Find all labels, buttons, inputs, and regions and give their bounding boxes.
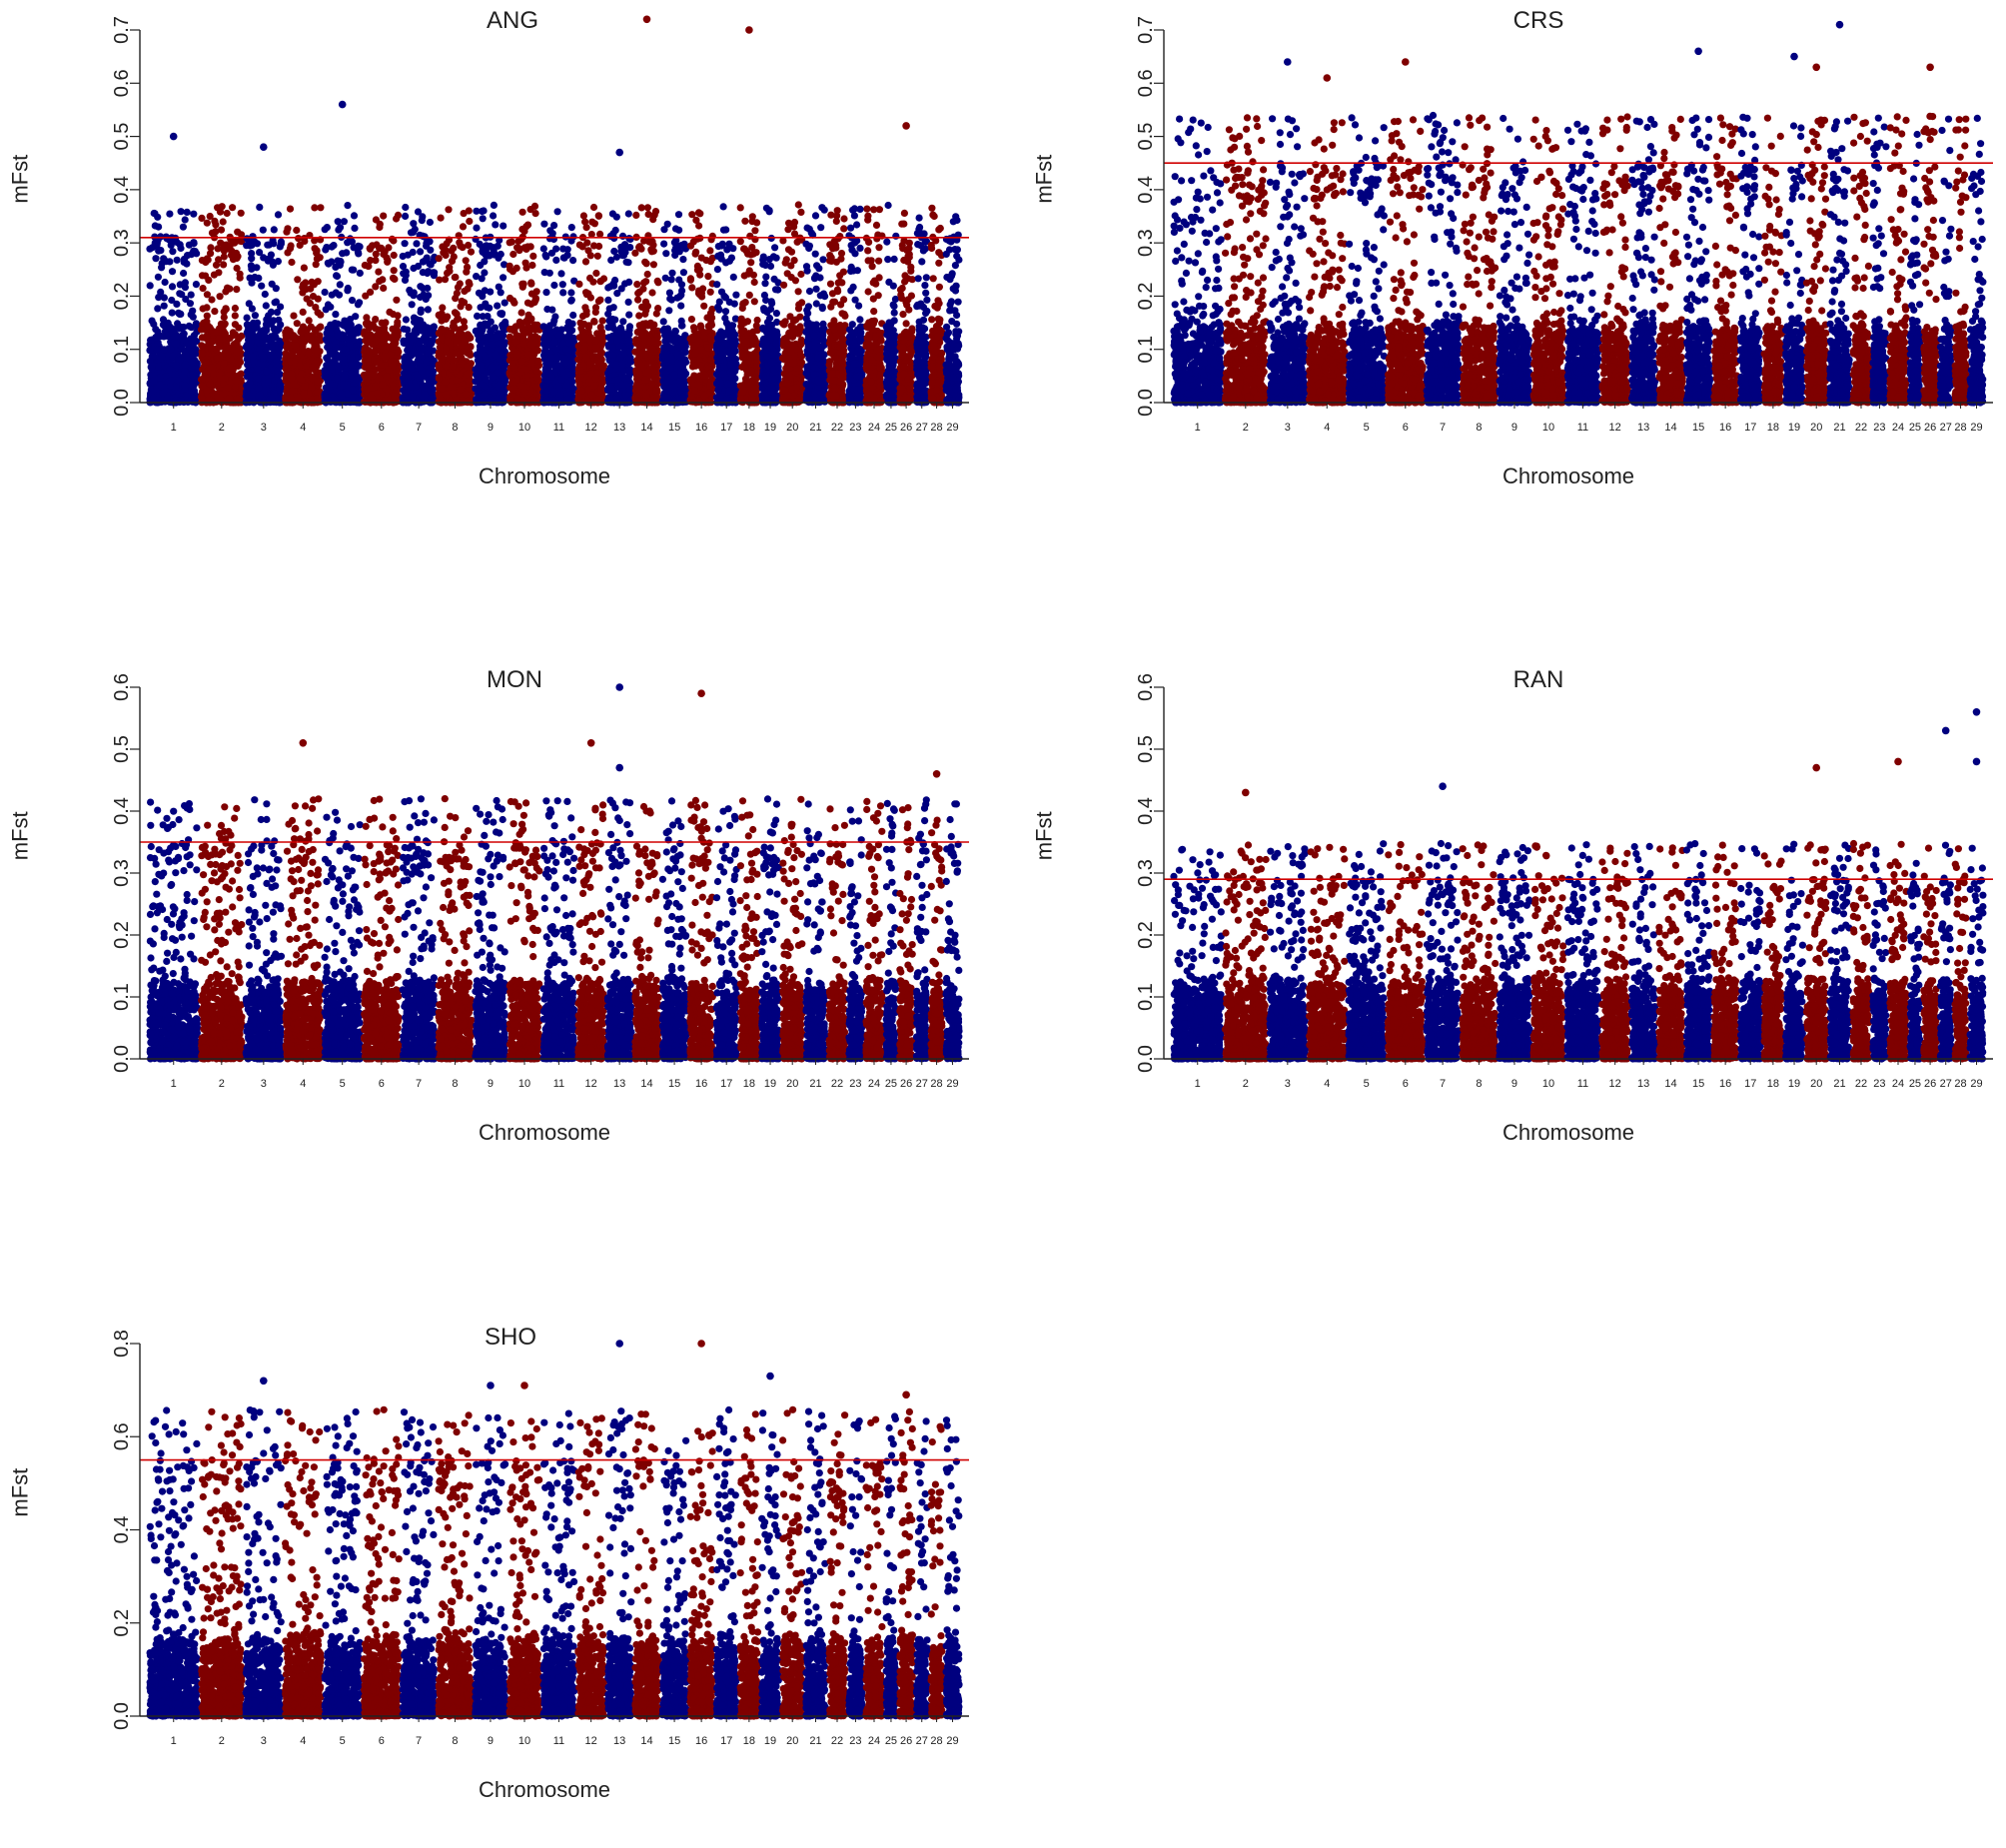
data-point (172, 333, 179, 340)
data-point (148, 364, 155, 371)
data-point (220, 261, 227, 268)
data-point (177, 245, 184, 252)
data-point (177, 311, 184, 318)
data-point (169, 283, 176, 290)
data-point (186, 323, 193, 330)
data-point (189, 359, 196, 366)
data-point (188, 292, 195, 299)
data-point (155, 248, 162, 255)
data-point (167, 346, 174, 353)
data-point (233, 286, 240, 293)
data-point (185, 342, 192, 349)
data-point (167, 325, 174, 332)
data-point (192, 346, 199, 353)
data-point (166, 366, 173, 373)
data-point (147, 282, 154, 289)
data-point (151, 210, 158, 217)
data-point (178, 291, 185, 298)
data-point (164, 333, 171, 340)
data-point (163, 258, 170, 265)
data-point (157, 374, 164, 381)
data-point (190, 211, 197, 218)
data-point (182, 279, 189, 286)
data-point (169, 353, 176, 360)
data-point (174, 320, 181, 327)
data-point (155, 224, 162, 231)
data-point (181, 256, 188, 263)
data-point (146, 347, 153, 354)
data-point (155, 274, 162, 281)
data-point (154, 305, 161, 312)
data-point (191, 240, 198, 247)
data-point (182, 216, 189, 223)
data-point (161, 346, 168, 353)
data-point (150, 394, 157, 401)
data-point (190, 314, 197, 321)
data-point (158, 353, 165, 360)
data-point (152, 334, 159, 341)
data-point (169, 268, 176, 275)
data-point (162, 279, 169, 286)
data-point (179, 335, 186, 342)
data-point (178, 398, 185, 405)
data-point (161, 303, 168, 310)
data-point (180, 372, 187, 379)
data-point (150, 378, 157, 385)
data-point (192, 248, 199, 255)
data-point (146, 246, 153, 253)
data-point (204, 220, 211, 227)
data-point (152, 255, 159, 262)
data-point (160, 390, 167, 397)
data-points (146, 15, 962, 406)
data-point (183, 352, 190, 359)
data-point (157, 382, 164, 389)
data-point (173, 362, 180, 369)
data-point (168, 377, 175, 384)
data-point (161, 294, 168, 301)
data-point (180, 224, 187, 231)
data-point (193, 281, 200, 288)
data-point (166, 211, 173, 218)
data-point (149, 318, 156, 325)
data-point (224, 210, 231, 217)
data-point (213, 262, 220, 269)
data-point (180, 270, 187, 277)
data-point (173, 384, 180, 391)
data-point (169, 248, 176, 255)
data-point (178, 208, 185, 215)
data-point (158, 264, 165, 271)
data-point (174, 257, 181, 264)
data-point (232, 305, 239, 312)
data-point (160, 322, 167, 329)
figure-canvas: 0.00.10.20.30.40.50.60.71 2 3 4 5 6 7 8 9 10 11 12 1… (0, 0, 2006, 1848)
data-point (187, 300, 194, 307)
data-point (234, 265, 241, 272)
data-point (184, 209, 191, 216)
data-point (182, 362, 189, 369)
data-point (188, 395, 195, 402)
data-point (191, 388, 198, 395)
data-point (189, 372, 196, 379)
data-point (173, 301, 180, 308)
data-point (182, 383, 189, 390)
panel-ang: 0.00.10.20.30.40.50.60.71 2 3 4 5 6 7 8 9 10 11 12 1… (8, 7, 970, 488)
data-point (189, 308, 196, 315)
data-point (169, 310, 176, 317)
data-point (172, 341, 179, 348)
